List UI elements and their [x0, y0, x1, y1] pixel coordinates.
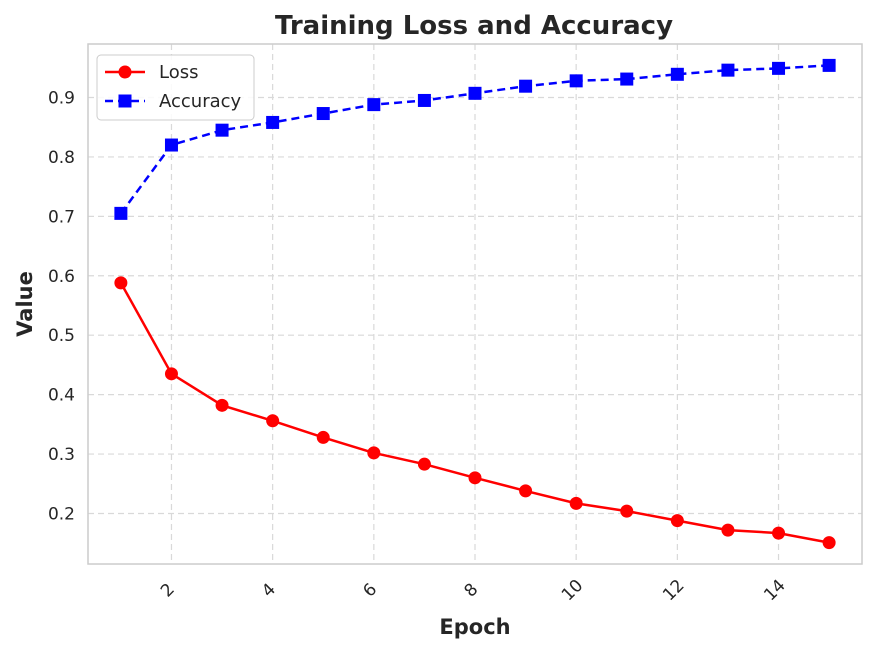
y-tick-label: 0.3: [48, 445, 75, 465]
x-axis-label: Epoch: [439, 615, 510, 639]
y-tick-label: 0.6: [48, 267, 75, 287]
data-point-loss: [822, 536, 836, 550]
data-point-accuracy: [772, 61, 786, 75]
y-tick-label: 0.5: [48, 326, 75, 346]
data-point-accuracy: [417, 93, 431, 107]
data-point-loss: [316, 430, 330, 444]
x-tick-label: 8: [461, 580, 483, 602]
data-point-accuracy: [215, 123, 229, 137]
data-point-accuracy: [114, 206, 128, 220]
data-point-loss: [114, 276, 128, 290]
y-tick-label: 0.2: [48, 504, 75, 524]
data-point-loss: [721, 523, 735, 537]
y-tick-label: 0.7: [48, 207, 75, 227]
data-point-accuracy: [822, 58, 836, 72]
data-point-accuracy: [164, 138, 178, 152]
legend-marker-loss: [118, 65, 132, 79]
data-point-loss: [266, 414, 280, 428]
data-point-accuracy: [367, 98, 381, 112]
data-point-loss: [215, 398, 229, 412]
legend: Loss Accuracy: [96, 54, 255, 121]
data-point-loss: [620, 504, 634, 518]
x-tick-label: 12: [659, 576, 688, 605]
y-tick-label: 0.9: [48, 88, 75, 108]
x-tick-label: 6: [359, 580, 381, 602]
legend-label-loss: Loss: [159, 62, 198, 83]
legend-label-accuracy: Accuracy: [159, 91, 242, 112]
series-line-loss: [119, 282, 830, 544]
grid: [88, 44, 862, 564]
data-point-loss: [164, 367, 178, 381]
data-point-loss: [772, 526, 786, 540]
data-point-loss: [468, 471, 482, 485]
data-point-accuracy: [468, 86, 482, 100]
data-point-loss: [519, 484, 533, 498]
y-axis-label: Value: [13, 271, 37, 337]
x-tick-label: 2: [157, 580, 179, 602]
data-point-loss: [670, 514, 684, 528]
x-tick-label: 10: [558, 576, 587, 605]
y-tick-label: 0.4: [48, 386, 75, 406]
y-tick-label: 0.8: [48, 148, 75, 168]
legend-marker-accuracy: [118, 94, 132, 108]
x-tick-label: 14: [760, 576, 789, 605]
plot-frame: [87, 43, 863, 565]
data-point-accuracy: [316, 107, 330, 121]
data-point-accuracy: [670, 67, 684, 81]
data-point-accuracy: [266, 115, 280, 129]
data-point-accuracy: [620, 72, 634, 86]
data-point-accuracy: [721, 63, 735, 77]
series-layer: [114, 58, 836, 550]
data-point-loss: [417, 457, 431, 471]
x-tick-label: 4: [258, 580, 280, 602]
chart-title: Training Loss and Accuracy: [275, 11, 673, 41]
data-point-accuracy: [519, 79, 533, 93]
tick-labels: 0.2 0.3 0.4 0.5 0.6 0.7 0.8 0.9 2 4 6 8 10 12 14: [48, 88, 790, 605]
data-point-loss: [569, 496, 583, 510]
data-point-loss: [367, 446, 381, 460]
data-point-accuracy: [569, 74, 583, 88]
